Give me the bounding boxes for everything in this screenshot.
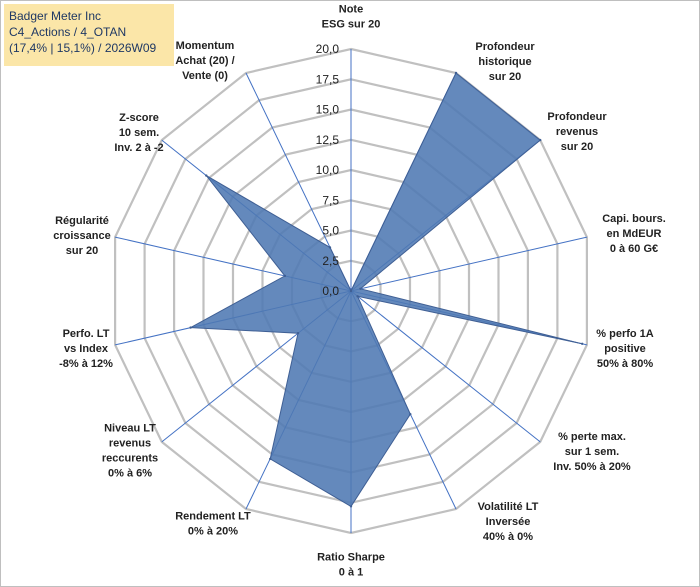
axis-label-9: Rendement LT 0% à 20% bbox=[175, 511, 251, 538]
tick-label-7: 17,5 bbox=[316, 72, 340, 86]
data-point-3 bbox=[539, 138, 542, 142]
tick-label-8: 20,0 bbox=[316, 42, 340, 56]
axis-label-7: Volatilité LT Inversée 40% à 0% bbox=[478, 501, 539, 543]
radar-tick-labels: 0,0 2,5 5,0 7,5 10,0 12,5 15,0 17,5 20,0 bbox=[316, 42, 340, 298]
data-point-13 bbox=[205, 174, 208, 177]
data-point-6 bbox=[356, 295, 359, 298]
chart-title-box: Badger Meter Inc C4_Actions / 4_OTAN (17… bbox=[4, 4, 174, 66]
axis-label-5: % perfo 1A positive 50% à 80% bbox=[596, 328, 654, 370]
axis-label-4: Capi. bours. en MdEUR 0 à 60 G€ bbox=[602, 213, 666, 255]
data-point-9 bbox=[269, 457, 272, 461]
data-point-12 bbox=[283, 274, 287, 278]
axis-label-1: Note ESG sur 20 bbox=[322, 4, 381, 31]
performance-week: (17,4% | 15,1%) / 2026W09 bbox=[9, 41, 157, 55]
series-area bbox=[188, 72, 583, 508]
data-point-2 bbox=[454, 71, 458, 75]
tick-label-4: 10,0 bbox=[316, 163, 340, 177]
data-point-8 bbox=[349, 505, 353, 508]
axis-label-10: Niveau LT revenus reccurents 0% à 6% bbox=[102, 423, 158, 480]
radar-axis-labels: Note ESG sur 20 Profondeur historique sur 20… bbox=[53, 4, 666, 579]
portfolio-path: C4_Actions / 4_OTAN bbox=[9, 25, 127, 39]
tick-label-1: 2,5 bbox=[322, 254, 339, 268]
company-name: Badger Meter Inc bbox=[9, 9, 102, 23]
axis-label-12: Régularité croissance sur 20 bbox=[53, 215, 110, 257]
axis-label-2: Profondeur historique sur 20 bbox=[475, 41, 535, 83]
tick-label-0: 0,0 bbox=[322, 284, 339, 298]
axis-label-11: Perfo. LT vs Index -8% à 12% bbox=[59, 328, 113, 370]
tick-label-3: 7,5 bbox=[322, 193, 339, 207]
data-point-4 bbox=[359, 287, 362, 290]
data-point-5 bbox=[581, 342, 584, 345]
axis-label-8: Ratio Sharpe 0 à 1 bbox=[317, 552, 385, 579]
data-point-14 bbox=[328, 246, 332, 249]
spoke-4 bbox=[350, 236, 588, 292]
axis-label-13: Z-score 10 sem. Inv. 2 à -2 bbox=[114, 112, 163, 154]
spoke-6 bbox=[350, 290, 541, 443]
radar-series bbox=[188, 71, 584, 508]
axis-label-3: Profondeur revenus sur 20 bbox=[547, 111, 607, 153]
data-point-11 bbox=[189, 326, 192, 329]
tick-label-2: 5,0 bbox=[322, 224, 339, 238]
data-point-7 bbox=[409, 413, 412, 416]
tick-label-5: 12,5 bbox=[316, 133, 340, 147]
axis-label-14: Momentum Achat (20) / Vente (0) bbox=[175, 40, 234, 82]
axis-label-6: % perte max. sur 1 sem. Inv. 50% à 20% bbox=[553, 431, 631, 473]
data-point-10 bbox=[296, 332, 300, 335]
data-point-1 bbox=[349, 289, 353, 293]
tick-label-6: 15,0 bbox=[316, 103, 340, 117]
